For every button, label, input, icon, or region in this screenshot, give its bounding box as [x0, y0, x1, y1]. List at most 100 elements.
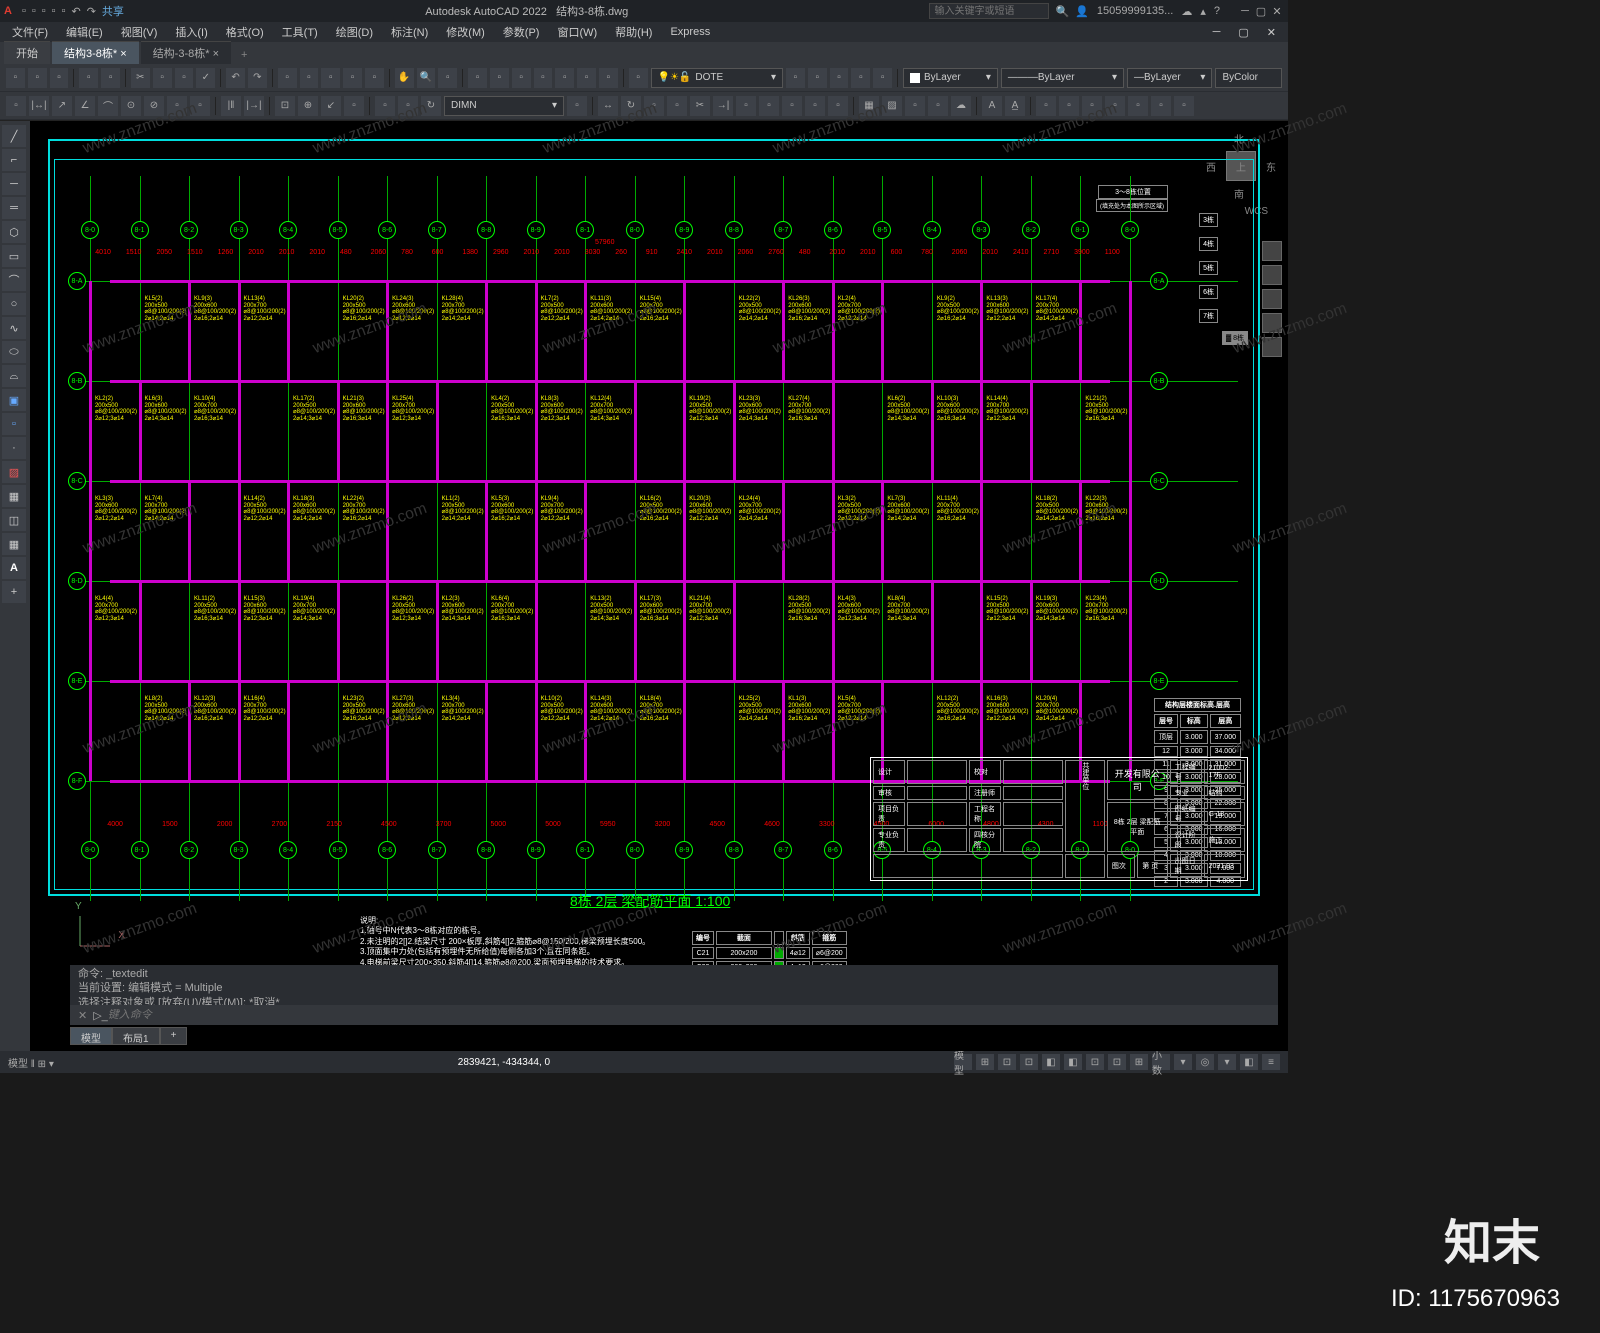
apps-icon[interactable]: ▴ — [1200, 5, 1206, 18]
copy-icon[interactable]: ▫ — [153, 68, 172, 88]
continue-icon[interactable]: |→| — [244, 96, 264, 116]
mirror-icon[interactable]: ▫ — [321, 68, 340, 88]
dimtedit-icon[interactable]: ▫ — [398, 96, 418, 116]
arc-icon[interactable]: ⌒ — [98, 96, 118, 116]
insert-icon[interactable]: ▫ — [1036, 96, 1056, 116]
chamfer-icon[interactable]: ▫ — [782, 96, 802, 116]
match-icon[interactable]: ✓ — [196, 68, 215, 88]
zoom-icon[interactable]: 🔍 — [417, 68, 436, 88]
radius-icon[interactable]: ⊙ — [121, 96, 141, 116]
status-toggle-6[interactable]: ⊡ — [1086, 1054, 1104, 1070]
copy2-icon[interactable]: ▫ — [300, 68, 319, 88]
nav-wheel-icon[interactable] — [1262, 241, 1282, 261]
offset-icon[interactable]: ▫ — [343, 68, 362, 88]
close-button[interactable]: ✕ — [1270, 5, 1284, 18]
mtext2-icon[interactable]: A — [2, 557, 26, 579]
tab-new-button[interactable]: + — [233, 46, 255, 64]
qat-open-icon[interactable]: ▫ — [32, 5, 36, 17]
status-toggle-0[interactable]: 模型 — [954, 1054, 972, 1070]
bedit-icon[interactable]: ▫ — [1082, 96, 1102, 116]
aligned-icon[interactable]: ↗ — [52, 96, 72, 116]
nav-orbit-icon[interactable] — [1262, 313, 1282, 333]
menu-edit[interactable]: 编辑(E) — [58, 22, 111, 42]
dimedit-icon[interactable]: ▫ — [375, 96, 395, 116]
calc-icon[interactable]: ▫ — [599, 68, 618, 88]
text-icon[interactable]: A — [982, 96, 1002, 116]
menu-express[interactable]: Express — [662, 24, 718, 40]
layer-off-icon[interactable]: ▫ — [851, 68, 870, 88]
leader-icon[interactable]: ↙ — [321, 96, 341, 116]
doc-restore-button[interactable]: ▢ — [1230, 24, 1256, 41]
rotate-icon[interactable]: ↻ — [621, 96, 641, 116]
qat-plot-icon[interactable]: ▫ — [62, 5, 66, 17]
cloud-icon[interactable]: ☁ — [1181, 5, 1192, 18]
make-icon[interactable]: ▫ — [1059, 96, 1079, 116]
sheet-icon[interactable]: ▫ — [555, 68, 574, 88]
open-icon[interactable]: ▫ — [28, 68, 47, 88]
menu-tools[interactable]: 工具(T) — [274, 22, 326, 42]
status-toggle-3[interactable]: ⊡ — [1020, 1054, 1038, 1070]
extend-icon[interactable]: →| — [713, 96, 733, 116]
ungroup-icon[interactable]: ▫ — [1151, 96, 1171, 116]
wipeout-icon[interactable]: ▫ — [928, 96, 948, 116]
fillet-icon[interactable]: ▫ — [805, 96, 825, 116]
line-icon[interactable]: ╱ — [2, 125, 26, 147]
linetype-dropdown[interactable]: ——— ByLayer▾ — [1001, 68, 1124, 88]
table-icon[interactable]: ▦ — [859, 96, 879, 116]
nav-pan-icon[interactable] — [1262, 265, 1282, 285]
dim-icon[interactable]: ▫ — [6, 96, 26, 116]
layer-lock-icon[interactable]: ▫ — [873, 68, 892, 88]
menu-help[interactable]: 帮助(H) — [607, 22, 660, 42]
rect-icon[interactable]: ▭ — [2, 245, 26, 267]
jog-icon[interactable]: ▫ — [190, 96, 210, 116]
qat-undo-icon[interactable]: ↶ — [71, 5, 80, 18]
move-icon[interactable]: ↔ — [598, 96, 618, 116]
preview-icon[interactable]: ▫ — [101, 68, 120, 88]
dimstyle-icon[interactable]: ▫ — [567, 96, 587, 116]
user-icon[interactable]: 👤 — [1075, 5, 1089, 18]
username-label[interactable]: 15059999135... — [1097, 5, 1173, 17]
linear-icon[interactable]: |↔| — [29, 96, 49, 116]
menu-draw[interactable]: 绘图(D) — [328, 22, 381, 42]
status-toggle-7[interactable]: ⊡ — [1108, 1054, 1126, 1070]
help-icon[interactable]: ? — [1214, 5, 1220, 17]
command-line[interactable]: ✕ ▷_ — [70, 1005, 1278, 1025]
hatch-icon[interactable]: ▨ — [882, 96, 902, 116]
redo-icon[interactable]: ↷ — [248, 68, 267, 88]
tab-start[interactable]: 开始 — [4, 41, 50, 64]
join-icon[interactable]: ▫ — [759, 96, 779, 116]
save-icon[interactable]: ▫ — [50, 68, 69, 88]
menu-modify[interactable]: 修改(M) — [438, 22, 493, 42]
region-icon[interactable]: ▫ — [905, 96, 925, 116]
cut-icon[interactable]: ✂ — [131, 68, 150, 88]
ellipsearc-icon[interactable]: ⌓ — [2, 365, 26, 387]
nav-zoom-icon[interactable] — [1262, 289, 1282, 309]
tab-add-layout[interactable]: + — [160, 1027, 188, 1045]
status-toggle-14[interactable]: ≡ — [1262, 1054, 1280, 1070]
nav-showmotion-icon[interactable] — [1262, 337, 1282, 357]
layer-icon[interactable]: ▫ — [512, 68, 531, 88]
hatch2-icon[interactable]: ▨ — [2, 461, 26, 483]
status-toggle-2[interactable]: ⊡ — [998, 1054, 1016, 1070]
menu-param[interactable]: 参数(P) — [495, 22, 548, 42]
qat-saveas-icon[interactable]: ▫ — [52, 5, 56, 17]
meas-icon[interactable]: ▫ — [1174, 96, 1194, 116]
status-toggle-5[interactable]: ◧ — [1064, 1054, 1082, 1070]
tab-model[interactable]: 模型 — [70, 1027, 112, 1045]
zoom-ext-icon[interactable]: ▫ — [438, 68, 457, 88]
command-input[interactable] — [108, 1009, 1270, 1021]
region2-icon[interactable]: ◫ — [2, 509, 26, 531]
tol-icon[interactable]: ⊡ — [275, 96, 295, 116]
new-icon[interactable]: ▫ — [6, 68, 25, 88]
menu-view[interactable]: 视图(V) — [113, 22, 166, 42]
layer-dropdown[interactable]: 💡 ☀ 🔓 DOTE ▾ — [651, 68, 784, 88]
explode-icon[interactable]: ▫ — [828, 96, 848, 116]
tool-icon[interactable]: ▫ — [577, 68, 596, 88]
status-toggle-13[interactable]: ◧ — [1240, 1054, 1258, 1070]
qat-new-icon[interactable]: ▫ — [22, 5, 26, 17]
search-icon[interactable]: 🔍 — [1055, 5, 1069, 18]
dimstyle-dropdown[interactable]: DIMN▾ — [444, 96, 564, 116]
undo-icon[interactable]: ↶ — [226, 68, 245, 88]
status-toggle-8[interactable]: ⊞ — [1130, 1054, 1148, 1070]
baseline-icon[interactable]: |‖ — [221, 96, 241, 116]
